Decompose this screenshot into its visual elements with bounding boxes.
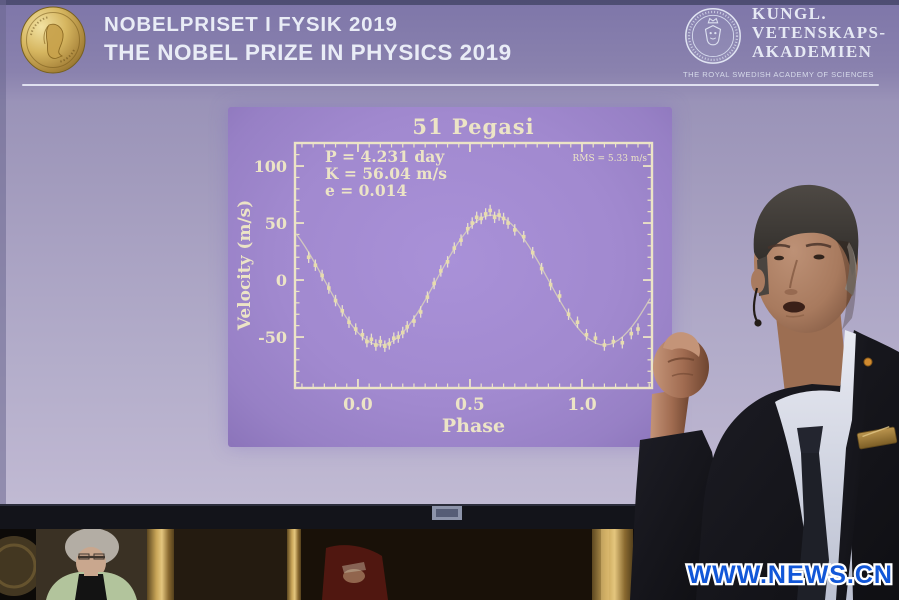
svg-text:K = 56.04 m/s: K = 56.04 m/s	[325, 164, 447, 183]
svg-text:-50: -50	[258, 328, 287, 347]
left-eyebrow	[767, 243, 791, 250]
mouth	[783, 301, 805, 313]
presenter-head	[751, 184, 859, 402]
right-eyebrow	[805, 242, 832, 249]
suit-lapel	[836, 332, 872, 600]
presenter	[630, 184, 899, 600]
screen-left-edge	[0, 0, 6, 505]
svg-text:50: 50	[265, 214, 287, 233]
left-eye	[774, 255, 784, 261]
tie	[797, 453, 829, 600]
svg-text:0: 0	[276, 271, 287, 290]
svg-text:Velocity (m/s): Velocity (m/s)	[235, 200, 255, 332]
svg-text:P = 4.231 day: P = 4.231 day	[325, 147, 445, 166]
nobel-title-english: THE NOBEL PRIZE IN PHYSICS 2019	[104, 40, 512, 65]
gray-temple	[845, 242, 857, 296]
projected-banner: NOBELPRISET I FYSIK 2019 THE NOBEL PRIZE…	[0, 0, 899, 96]
projected-slide-51-pegasi: 0.0 0.5 1.0 100 50 0 -50 51 Pegasi Phase Velocity…	[228, 107, 672, 447]
svg-text:100: 100	[254, 157, 287, 176]
nobel-medal-icon	[20, 6, 86, 74]
svg-text:e = 0.014: e = 0.014	[325, 181, 407, 200]
neck	[776, 308, 848, 402]
face	[76, 547, 106, 579]
gilded-frame-edge	[592, 523, 633, 600]
gilded-frame-edge	[287, 523, 301, 600]
name-badge	[856, 426, 898, 450]
nose	[789, 259, 798, 289]
suit-sleeve	[630, 430, 715, 600]
lapel-pin	[863, 357, 873, 367]
academy-logo-block: KUNGL. VETENSKAPS- AKADEMIEN THE ROYAL S…	[683, 4, 889, 79]
headset-mic-icon	[754, 319, 762, 327]
gilded-frame-edge	[147, 523, 174, 600]
nobel-title-swedish: NOBELPRISET I FYSIK 2019	[104, 13, 398, 36]
headset-boom	[752, 287, 759, 322]
black-turtleneck	[75, 574, 107, 600]
screen-top-edge	[0, 0, 899, 5]
academy-name-line3: AKADEMIEN	[752, 42, 873, 61]
hair	[753, 184, 859, 276]
presenter-torso	[696, 330, 899, 600]
right-eye	[813, 254, 825, 260]
pinched-fingers	[663, 332, 701, 357]
banner-divider-line	[22, 84, 879, 86]
svg-text:0.5: 0.5	[455, 395, 485, 415]
svg-text:RMS = 5.33 m/s: RMS = 5.33 m/s	[572, 154, 647, 164]
radial-velocity-chart: 0.0 0.5 1.0 100 50 0 -50 51 Pegasi Phase Velocity…	[235, 114, 654, 437]
painting-hand	[343, 569, 365, 583]
audience-member	[46, 528, 137, 600]
carved-roundel	[0, 536, 44, 596]
academy-seal-icon	[685, 8, 741, 64]
dark-painting	[174, 523, 287, 600]
svg-text:51 Pegasi: 51 Pegasi	[412, 114, 534, 139]
face-shadow	[836, 240, 856, 330]
academy-name-line1: KUNGL.	[752, 4, 827, 23]
news-watermark: WWW.NEWS.CN	[688, 561, 893, 589]
ear	[751, 269, 765, 293]
tie-knot	[797, 426, 823, 453]
svg-text:1.0: 1.0	[567, 395, 597, 415]
svg-text:Phase: Phase	[442, 415, 505, 437]
presenter-raised-fist	[630, 332, 715, 600]
academy-name-line2: VETENSKAPS-	[752, 23, 887, 42]
academy-subtitle: THE ROYAL SWEDISH ACADEMY OF SCIENCES	[683, 70, 874, 79]
svg-text:0.0: 0.0	[343, 395, 373, 415]
